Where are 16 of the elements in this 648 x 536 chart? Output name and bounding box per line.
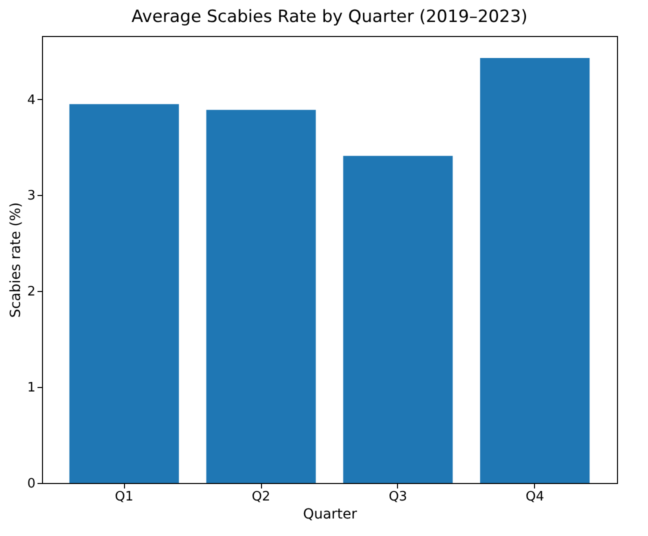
y-tick-label: 2 (27, 284, 36, 300)
x-tick-label: Q4 (526, 490, 544, 504)
bar (480, 58, 590, 483)
y-tick-label: 3 (27, 188, 36, 204)
chart-title: Average Scabies Rate by Quarter (2019–2023) (131, 7, 528, 27)
x-tick-label: Q3 (388, 490, 408, 504)
y-tick-label: 0 (27, 476, 36, 492)
y-tick-label: 1 (27, 380, 36, 396)
x-axis-title: Quarter (302, 506, 358, 522)
y-axis-title: Scabies rate (%) (8, 202, 24, 318)
bar (69, 104, 179, 483)
bar (206, 110, 316, 483)
x-tick-label: Q1 (114, 490, 134, 504)
x-tick-label: Q2 (252, 490, 270, 504)
bar (343, 156, 453, 483)
y-tick-label: 4 (27, 92, 36, 108)
